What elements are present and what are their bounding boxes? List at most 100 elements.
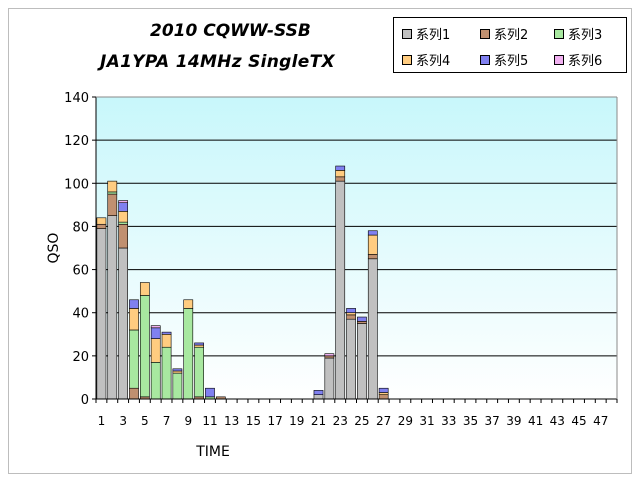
bar-segment [335,180,346,400]
legend-item-s2: 系列2 [480,24,528,43]
x-axis-label: TIME [195,444,230,460]
x-tick-label: 5 [141,414,149,428]
bar-segment [335,170,346,178]
bar-segment [183,299,194,309]
x-tick-label: 3 [119,414,127,428]
bar-segment [172,372,183,400]
x-tick-label: 35 [463,414,478,428]
bar-segment [96,217,107,225]
legend-swatch-s4 [402,54,412,65]
bar-segment [96,223,107,229]
bar-segment [118,200,128,204]
bar-segment [346,314,356,320]
x-tick-label: 17 [267,414,282,428]
bar-segment [107,193,118,216]
gridlines [96,96,617,357]
bar-segment [346,308,356,314]
bar-segment [150,327,161,339]
bar-segment [378,394,389,400]
bar-segment [205,387,215,398]
bar-segment [324,355,335,359]
bar-segment [150,325,161,329]
bar-segment [161,346,172,400]
bar-segment [96,228,107,400]
bar-segment [324,357,335,400]
x-tick-label: 33 [441,414,456,428]
x-tick-label: 25 [354,414,369,428]
bar-segment [139,282,150,296]
x-tick-label: 1 [98,414,106,428]
y-tick-label: 40 [72,307,89,322]
bar-segment [107,215,118,400]
legend-label-s1: 系列1 [416,28,451,43]
x-tick-label: 39 [506,414,521,428]
legend-label-s3: 系列3 [568,28,603,43]
x-tick-label: 31 [419,414,434,428]
bar-segment [313,394,324,400]
y-tick-label: 80 [72,220,89,235]
chart-title: 2010 CQWW-SSB [150,21,311,41]
x-tick-label: 45 [571,414,586,428]
x-tick-label: 23 [333,414,348,428]
chart-subtitle: JA1YPA 14MHz SingleTX [100,52,335,72]
x-tick-label: 43 [550,414,565,428]
bar-segment [172,370,183,374]
bar-segment [357,316,367,322]
legend-swatch-s6 [554,54,564,65]
y-tick-label: 120 [64,134,89,149]
bar-segment [324,353,335,357]
bar-segment [129,308,139,331]
bar-segment [313,390,324,395]
x-tick-label: 41 [528,414,543,428]
bar-segment [335,165,346,171]
bar-segment [150,338,161,363]
bar-segment [118,247,128,400]
x-tick-label: 13 [224,414,239,428]
legend-item-s5: 系列5 [480,50,528,69]
bar-segment [194,342,204,346]
y-tick-label: 20 [72,350,89,365]
bar-segment [194,344,204,348]
legend-label-s6: 系列6 [568,54,603,69]
bar-segment [129,387,139,400]
legend-swatch-s1 [402,28,412,39]
y-tick-label: 60 [72,264,89,279]
bar-segment [194,346,204,398]
bar-segment [161,331,172,335]
y-tick-labels: 0 20 40 60 80 100 120 140 [64,91,96,408]
bar-segment [129,329,139,389]
legend-item-s3: 系列3 [554,24,602,43]
bar-segment [129,299,139,309]
legend-item-s6: 系列6 [554,50,602,69]
x-tick-label: 29 [398,414,413,428]
bar-segment [357,321,367,324]
x-tick-label: 7 [163,414,171,428]
x-tick-label: 15 [246,414,261,428]
bar-segment [118,223,128,249]
bar-segment [378,392,389,395]
legend-swatch-s3 [554,28,564,39]
bars [96,165,389,400]
x-tick-label: 21 [311,414,326,428]
bar-segment [161,333,172,348]
bar-segment [367,258,378,400]
x-tick-label: 19 [289,414,304,428]
x-tick-label: 37 [485,414,500,428]
legend-swatch-s2 [480,28,490,39]
bar-segment [118,202,128,212]
x-tick-label: 9 [184,414,192,428]
legend-item-s1: 系列1 [402,24,450,43]
legend-swatch-s5 [480,54,490,65]
bar-segment [172,368,183,372]
bar-segment [367,230,378,236]
bar-segment [183,308,194,400]
legend-label-s4: 系列4 [416,54,451,69]
legend: 系列1 系列2 系列3 系列4 系列5 系列6 [393,17,627,73]
bar-segment [107,191,118,195]
bar-segment [150,362,161,400]
y-tick-label: 100 [64,177,89,192]
x-tick-label: 47 [593,414,608,428]
legend-label-s5: 系列5 [494,54,529,69]
x-tick-labels: 1 3 5 7 9 11 13 15 17 19 21 23 25 27 29 31 33 35 37 39 41 43 4… [95,399,618,428]
